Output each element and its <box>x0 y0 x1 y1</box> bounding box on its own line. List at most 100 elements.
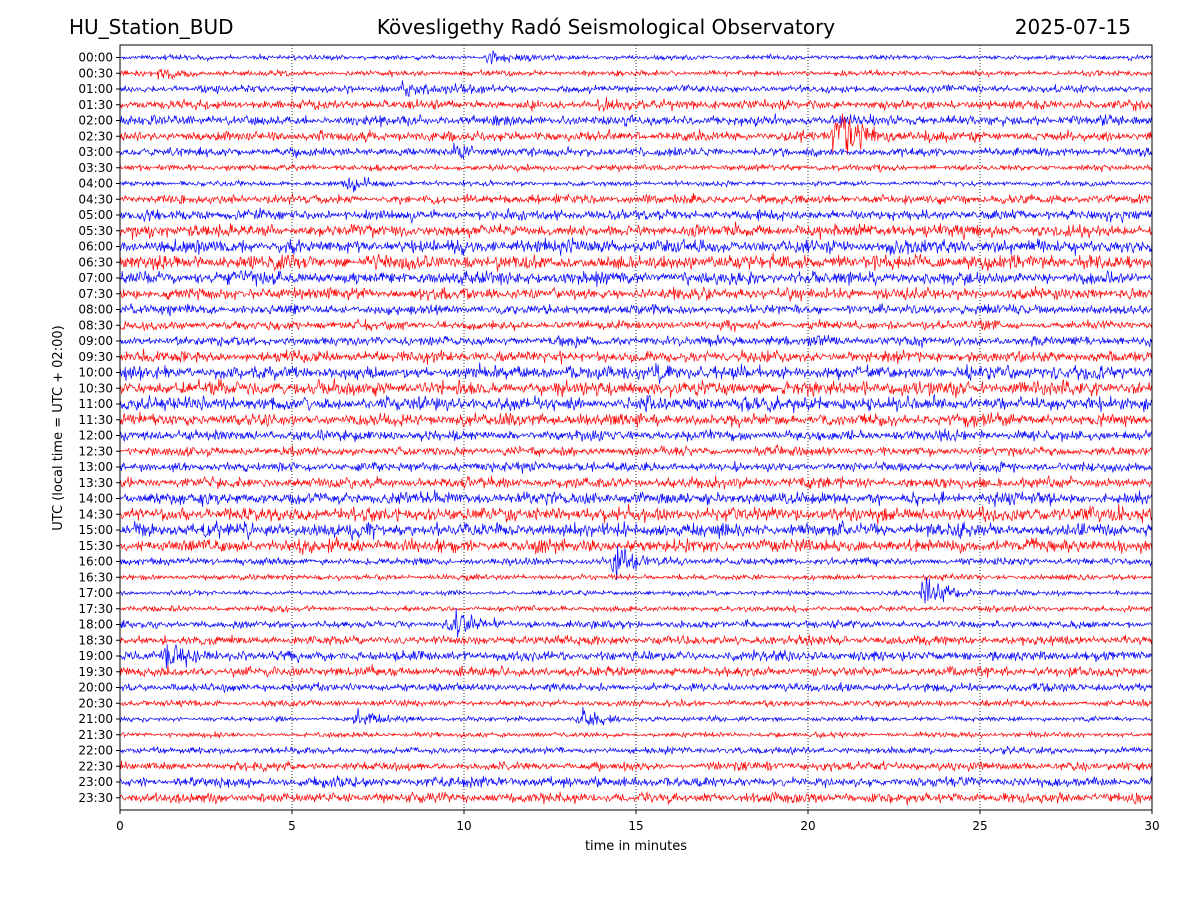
trace-0030 <box>119 68 1153 80</box>
trace-1830 <box>119 634 1153 647</box>
y-tick-label-1900: 19:00 <box>78 649 113 663</box>
y-tick-label-1200: 12:00 <box>78 429 113 443</box>
trace-1230 <box>119 443 1153 458</box>
trace-0400 <box>119 176 1153 193</box>
trace-0000 <box>119 50 1153 65</box>
y-tick-label-0900: 09:00 <box>78 334 113 348</box>
trace-0130 <box>119 96 1153 112</box>
y-tick-label-0100: 01:00 <box>78 82 113 96</box>
trace-0200 <box>119 113 1153 128</box>
x-tick-label-30: 30 <box>1144 819 1159 833</box>
y-tick-label-0030: 00:30 <box>78 66 113 80</box>
y-tick-label-2300: 23:00 <box>78 775 113 789</box>
y-tick-label-0000: 00:00 <box>78 51 113 65</box>
y-tick-label-0800: 08:00 <box>78 303 113 317</box>
trace-1000 <box>119 362 1153 384</box>
trace-2300 <box>119 775 1153 789</box>
y-tick-label-1000: 10:00 <box>78 366 113 380</box>
trace-layer <box>119 50 1153 806</box>
observatory-title: Kövesligethy Radó Seismological Observat… <box>376 15 836 39</box>
trace-0330 <box>119 162 1153 174</box>
y-tick-label-1330: 13:30 <box>78 476 113 490</box>
y-tick-label-0200: 02:00 <box>78 114 113 128</box>
trace-0900 <box>119 334 1153 349</box>
x-tick-label-15: 15 <box>628 819 643 833</box>
y-tick-label-1930: 19:30 <box>78 665 113 679</box>
x-tick-label-20: 20 <box>800 819 815 833</box>
trace-1400 <box>119 489 1153 508</box>
trace-1930 <box>119 664 1153 678</box>
y-tick-label-1100: 11:00 <box>78 397 113 411</box>
trace-0230 <box>119 113 1153 155</box>
y-tick-label-1030: 10:30 <box>78 381 113 395</box>
y-tick-label-0400: 04:00 <box>78 177 113 191</box>
y-tick-label-0300: 03:00 <box>78 145 113 159</box>
grid-lines <box>291 45 981 810</box>
y-tick-label-0600: 06:00 <box>78 240 113 254</box>
x-tick-label-10: 10 <box>456 819 471 833</box>
y-tick-label-1800: 18:00 <box>78 618 113 632</box>
y-tick-label-0830: 08:30 <box>78 318 113 332</box>
trace-2230 <box>119 760 1153 773</box>
trace-1100 <box>119 393 1153 414</box>
trace-1900 <box>119 644 1153 669</box>
trace-1330 <box>119 474 1153 490</box>
x-tick-label-0: 0 <box>116 819 124 833</box>
y-tick-label-0130: 01:30 <box>78 98 113 112</box>
y-tick-label-0630: 06:30 <box>78 255 113 269</box>
x-axis: 0 5 10 15 20 25 30 <box>116 810 1160 833</box>
y-tick-label-2330: 23:30 <box>78 791 113 805</box>
y-tick-label-0700: 07:00 <box>78 271 113 285</box>
y-tick-label-0430: 04:30 <box>78 192 113 206</box>
y-tick-label-1400: 14:00 <box>78 492 113 506</box>
y-tick-label-1430: 14:30 <box>78 507 113 521</box>
y-tick-label-2030: 20:30 <box>78 696 113 710</box>
y-tick-label-0730: 07:30 <box>78 287 113 301</box>
trace-2100 <box>119 706 1153 726</box>
trace-0430 <box>119 192 1153 206</box>
y-tick-label-0330: 03:30 <box>78 161 113 175</box>
x-axis-label: time in minutes <box>585 839 687 854</box>
y-tick-label-2200: 22:00 <box>78 744 113 758</box>
trace-1530 <box>119 536 1153 555</box>
y-tick-label-0530: 05:30 <box>78 224 113 238</box>
trace-0800 <box>119 303 1153 317</box>
trace-2200 <box>119 745 1153 756</box>
y-tick-label-1700: 17:00 <box>78 586 113 600</box>
trace-1700 <box>119 577 1153 604</box>
trace-0530 <box>119 221 1153 241</box>
y-tick-label-1300: 13:00 <box>78 460 113 474</box>
y-tick-label-2130: 21:30 <box>78 728 113 742</box>
y-tick-label-1630: 16:30 <box>78 570 113 584</box>
trace-2130 <box>119 730 1153 740</box>
trace-2000 <box>119 681 1153 694</box>
y-tick-label-1130: 11:30 <box>78 413 113 427</box>
trace-0100 <box>119 80 1153 98</box>
trace-0600 <box>119 237 1153 256</box>
trace-1730 <box>119 604 1153 614</box>
y-tick-label-2230: 22:30 <box>78 759 113 773</box>
trace-1130 <box>119 411 1153 429</box>
trace-2330 <box>119 790 1153 806</box>
trace-0730 <box>119 285 1153 302</box>
trace-0700 <box>119 269 1153 288</box>
trace-1800 <box>119 607 1153 638</box>
y-tick-label-0500: 05:00 <box>78 208 113 222</box>
trace-0930 <box>119 348 1153 365</box>
trace-1430 <box>119 503 1153 525</box>
date-title: 2025-07-15 <box>1014 15 1131 39</box>
trace-1300 <box>119 460 1153 474</box>
station-title: HU_Station_BUD <box>69 15 234 39</box>
trace-0500 <box>119 207 1153 224</box>
trace-2030 <box>119 698 1153 709</box>
y-tick-label-1530: 15:30 <box>78 539 113 553</box>
trace-1030 <box>119 378 1153 399</box>
y-tick-label-2000: 20:00 <box>78 681 113 695</box>
y-tick-label-1830: 18:30 <box>78 633 113 647</box>
y-axis-label: UTC (local time = UTC + 02:00) <box>51 325 66 530</box>
y-tick-label-1230: 12:30 <box>78 444 113 458</box>
trace-0830 <box>119 318 1153 333</box>
x-tick-label-5: 5 <box>288 819 296 833</box>
y-tick-label-1600: 16:00 <box>78 555 113 569</box>
